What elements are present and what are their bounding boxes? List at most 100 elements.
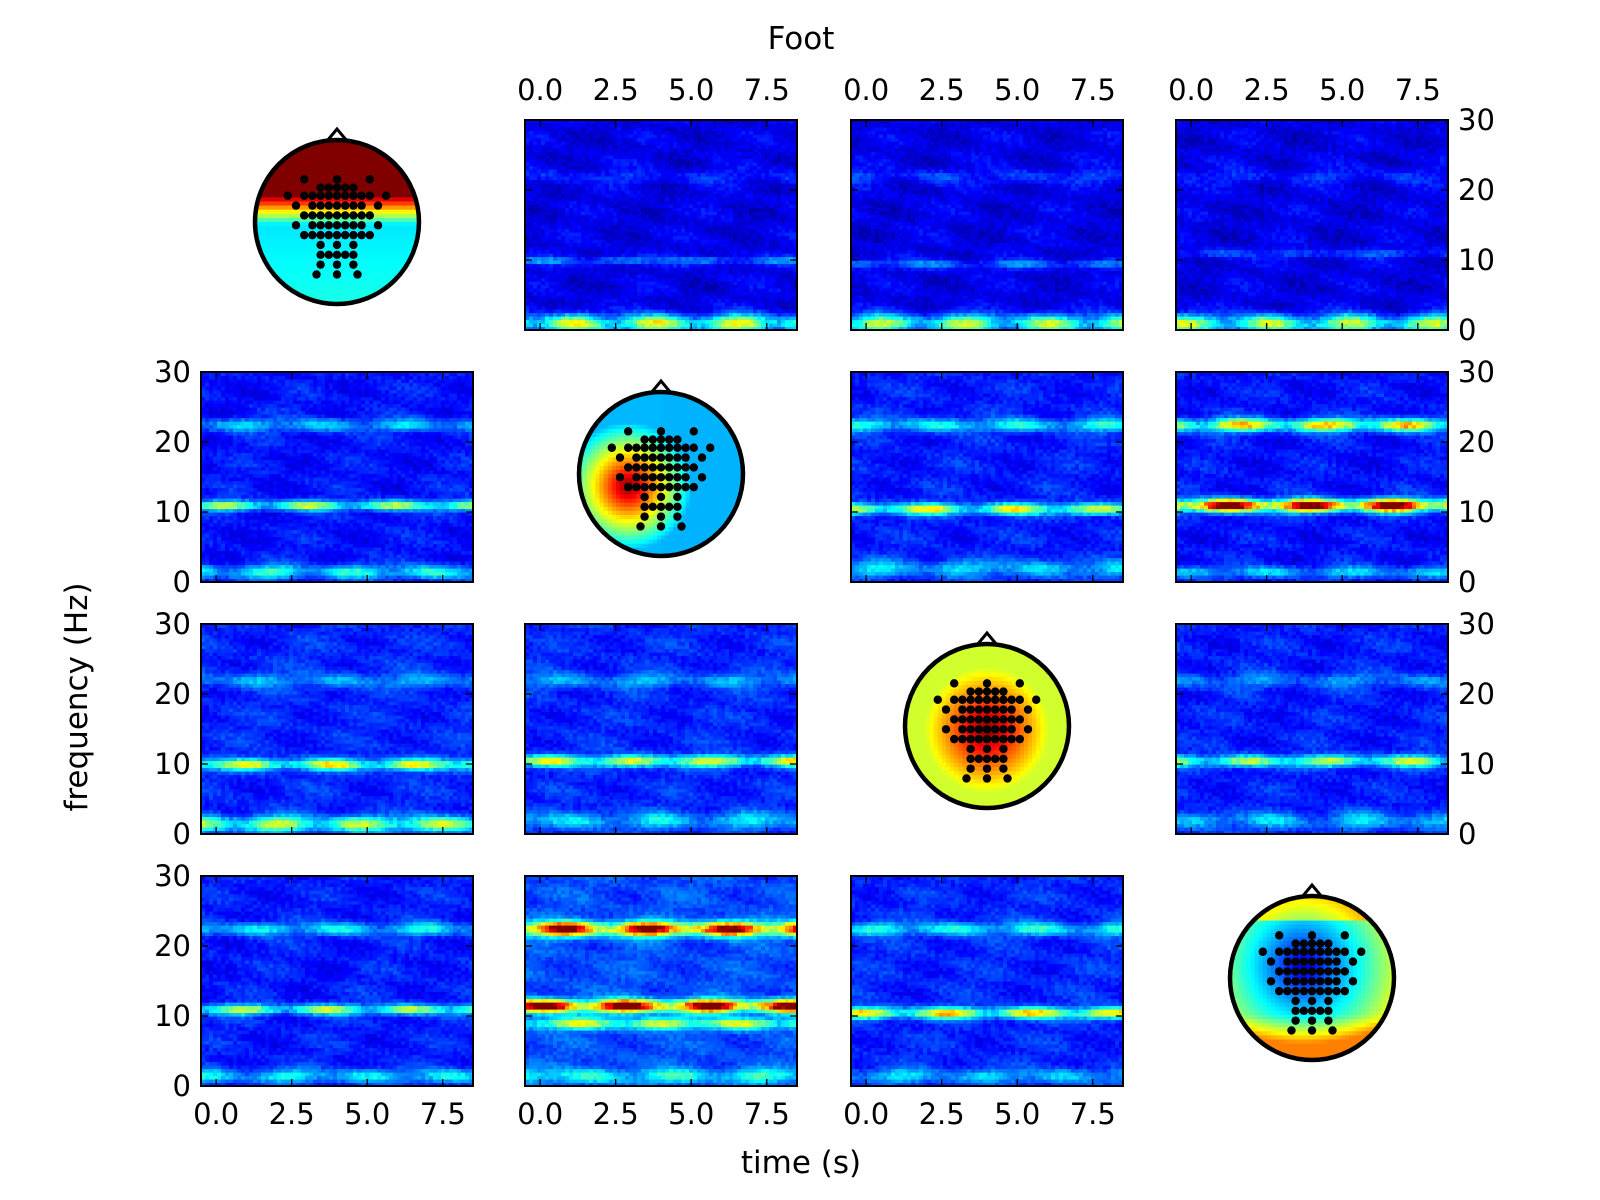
electrode-dot <box>999 754 1008 763</box>
electrode-dot <box>1291 947 1300 956</box>
electrode-dot <box>324 230 333 240</box>
electrode-dot <box>332 250 342 259</box>
electrode-dot <box>958 695 967 704</box>
y-tick-label: 0 <box>173 565 191 599</box>
axes-frame <box>850 875 1124 1087</box>
electrode-dot <box>1275 931 1284 940</box>
electrode-dot <box>1340 947 1349 956</box>
electrode-dot <box>632 463 641 472</box>
x-tick-label: 5.0 <box>668 73 714 107</box>
electrode-dot <box>324 250 333 259</box>
x-tick-label: 2.5 <box>593 1097 639 1131</box>
electrode-dot <box>982 744 992 754</box>
electrode-dot <box>632 482 641 492</box>
electrode-dot <box>291 221 301 230</box>
electrode-dot <box>341 211 350 220</box>
electrode-dot <box>1307 967 1317 976</box>
axes-frame <box>850 371 1124 583</box>
electrode-dot <box>332 191 342 200</box>
electrode-dot <box>950 679 959 688</box>
electrode-dot <box>1324 967 1333 976</box>
axes-frame <box>200 623 474 835</box>
electrode-dot <box>365 211 374 220</box>
electrode-dot <box>1324 957 1333 966</box>
electrode-dot <box>982 715 992 724</box>
electrode-dot <box>681 453 690 462</box>
electrode-dot <box>656 435 666 444</box>
electrode-dot <box>966 705 975 714</box>
head-outline <box>902 641 1072 811</box>
electrode-dot <box>1023 705 1033 714</box>
electrode-dot <box>950 695 959 704</box>
y-tick-label: 10 <box>1458 243 1495 277</box>
electrode-dot <box>1007 715 1016 724</box>
electrode-dot <box>1275 986 1284 996</box>
electrode-dot <box>958 734 967 744</box>
spectrogram-panel: 0.0 2.5 5.0 7.5 <box>517 73 798 331</box>
electrode-dot <box>648 473 657 482</box>
electrode-dot <box>673 512 682 521</box>
electrode-dot <box>1291 967 1300 976</box>
electrode-dot <box>1307 931 1317 940</box>
electrode-dot <box>341 230 350 240</box>
electrode-dot <box>373 221 383 230</box>
electrode-dot <box>656 463 666 472</box>
electrode-dot <box>300 191 309 200</box>
y-tick-label: 10 <box>154 747 191 781</box>
electrode-dot <box>974 715 983 724</box>
electrode-dot <box>1316 957 1325 966</box>
electrode-dot <box>966 764 975 773</box>
electrode-dot <box>966 725 975 734</box>
electrode-dot <box>656 512 666 521</box>
electrode-dot <box>665 443 674 452</box>
electrode-dot <box>324 183 333 192</box>
electrode-dot <box>999 764 1008 773</box>
electrode-dot <box>1316 1006 1325 1015</box>
electrode-dot <box>689 427 698 436</box>
electrode-dot <box>697 473 707 482</box>
electrode-dot <box>1348 957 1358 966</box>
x-tick-label: 2.5 <box>593 73 639 107</box>
electrode-dot <box>1275 967 1284 976</box>
electrode-dot <box>933 695 942 704</box>
spectrogram-panel: 0 10 20 30 <box>1175 607 1495 851</box>
electrode-dot <box>665 453 674 462</box>
electrode-dot <box>982 764 992 773</box>
spectrogram-panel: 0 10 20 30 <box>1175 355 1495 599</box>
x-tick-label: 2.5 <box>269 1097 315 1131</box>
electrode-dot <box>982 679 992 688</box>
electrode-dot <box>1007 695 1016 704</box>
electrode-dot <box>640 453 649 462</box>
electrode-dot <box>966 744 975 754</box>
electrode-dot <box>656 443 666 452</box>
electrode-dot <box>332 211 342 220</box>
x-tick-label: 7.5 <box>1070 73 1116 107</box>
electrode-dot <box>1283 967 1292 976</box>
x-tick-label: 7.5 <box>744 73 790 107</box>
electrode-dot <box>640 512 649 521</box>
electrode-dot <box>316 201 325 210</box>
electrode-dot <box>332 240 342 250</box>
electrode-dot <box>1307 1006 1317 1015</box>
electrode-dot <box>624 443 633 452</box>
x-tick-label: 5.0 <box>994 73 1040 107</box>
electrode-dot <box>1299 977 1308 986</box>
y-tick-label: 20 <box>154 677 191 711</box>
electrode-dot <box>349 250 358 259</box>
electrode-dot <box>1324 939 1333 948</box>
electrode-dot <box>673 502 682 511</box>
electrode-dot <box>648 463 657 472</box>
x-tick-label: 2.5 <box>919 1097 965 1131</box>
electrode-dot <box>1299 1006 1308 1015</box>
electrode-dot <box>1283 977 1292 986</box>
electrode-dot <box>999 734 1008 744</box>
topomap-panel <box>576 378 746 559</box>
electrode-dot <box>316 211 325 220</box>
electrode-dot <box>1332 967 1341 976</box>
electrode-dot <box>1332 977 1341 986</box>
electrode-dot <box>1283 947 1292 956</box>
x-tick-label: 2.5 <box>1244 73 1290 107</box>
electrode-dot <box>999 705 1008 714</box>
electrode-dot <box>681 482 690 492</box>
electrode-dot <box>1291 1006 1300 1015</box>
